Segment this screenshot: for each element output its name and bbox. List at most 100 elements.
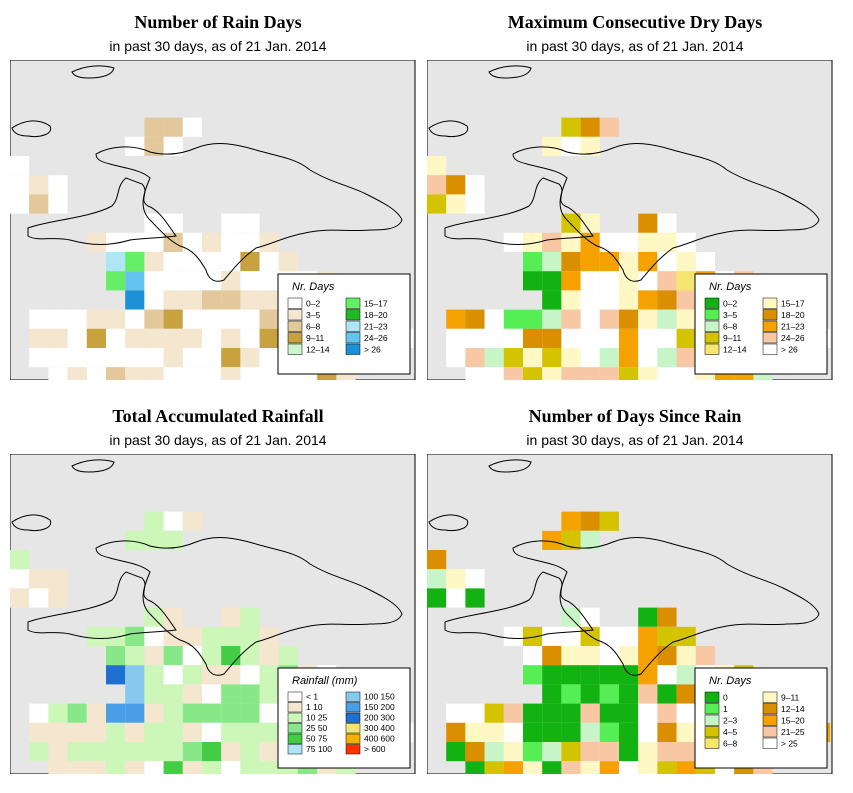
- grid-cell: [619, 722, 639, 742]
- legend-swatch: [345, 723, 361, 734]
- grid-cell: [86, 367, 106, 380]
- grid-cell: [523, 665, 543, 685]
- grid-cell: [580, 367, 600, 380]
- legend-title: Rainfall (mm): [292, 675, 358, 687]
- legend-swatch: [704, 332, 720, 344]
- grid-cell: [657, 626, 677, 646]
- grid-cell: [619, 271, 639, 291]
- grid-cell: [106, 761, 126, 774]
- grid-cell: [240, 367, 260, 380]
- grid-cell: [48, 309, 68, 329]
- legend-label: 200 300: [364, 713, 395, 723]
- grid-cell: [163, 367, 183, 380]
- grid-cell: [561, 722, 581, 742]
- grid-cell: [657, 703, 677, 723]
- grid-cell: [29, 722, 49, 742]
- grid-cell: [259, 684, 279, 704]
- legend-swatch: [762, 320, 778, 332]
- grid-cell: [125, 722, 145, 742]
- grid-cell: [240, 684, 260, 704]
- grid-cell: [202, 703, 222, 723]
- grid-cell: [29, 328, 49, 348]
- grid-cell: [676, 271, 696, 291]
- grid-cell: [484, 742, 504, 762]
- grid-cell: [619, 703, 639, 723]
- legend-label: 6–8: [723, 322, 737, 332]
- grid-cell: [125, 136, 145, 156]
- grid-cell: [638, 684, 658, 704]
- legend-label: 15–20: [781, 716, 805, 726]
- grid-cell: [657, 742, 677, 762]
- coastline: [11, 120, 52, 137]
- grid-cell: [676, 646, 696, 666]
- grid-cell: [259, 722, 279, 742]
- grid-cell: [221, 271, 241, 291]
- grid-cell: [106, 252, 126, 272]
- grid-cell: [240, 761, 260, 774]
- grid-cell: [561, 626, 581, 646]
- grid-cell: [638, 742, 658, 762]
- legend-label: 3–5: [723, 310, 737, 320]
- grid-cell: [144, 511, 164, 531]
- grid-cell: [619, 665, 639, 685]
- grid-cell: [446, 703, 466, 723]
- grid-cell: [599, 252, 619, 272]
- legend-label: 9–11: [306, 333, 325, 343]
- legend-title: Nr. Days: [709, 281, 752, 293]
- grid-cell: [202, 348, 222, 368]
- grid-cell: [484, 309, 504, 329]
- grid-cell: [202, 761, 222, 774]
- grid-cell: [599, 665, 619, 685]
- grid-cell: [503, 761, 523, 774]
- grid-cell: [182, 511, 202, 531]
- grid-cell: [657, 328, 677, 348]
- grid-cell: [619, 367, 639, 380]
- grid-cell: [163, 290, 183, 310]
- grid-cell: [10, 194, 30, 214]
- grid-cell: [427, 156, 447, 176]
- grid-cell: [484, 328, 504, 348]
- grid-cell: [48, 194, 68, 214]
- grid-cell: [125, 232, 145, 252]
- legend-swatch: [704, 703, 720, 715]
- grid-cell: [259, 309, 279, 329]
- grid-cell: [48, 328, 68, 348]
- grid-cell: [144, 367, 164, 380]
- grid-cell: [144, 252, 164, 272]
- grid-cell: [125, 626, 145, 646]
- grid-cell: [676, 742, 696, 762]
- grid-cell: [676, 348, 696, 368]
- grid-cell: [465, 569, 485, 589]
- grid-cell: [561, 328, 581, 348]
- grid-cell: [163, 117, 183, 137]
- panel-subtitle: in past 30 days, as of 21 Jan. 2014: [109, 432, 327, 448]
- grid-cell: [125, 703, 145, 723]
- grid-cell: [163, 703, 183, 723]
- grid-cell: [561, 684, 581, 704]
- grid-cell: [86, 328, 106, 348]
- grid-cell: [446, 328, 466, 348]
- grid-cell: [542, 348, 562, 368]
- grid-cell: [657, 684, 677, 704]
- legend-label: 18–20: [364, 310, 388, 320]
- grid-cell: [202, 684, 222, 704]
- grid-cell: [580, 290, 600, 310]
- grid-cell: [67, 328, 87, 348]
- grid-cell: [10, 588, 30, 608]
- grid-cell: [638, 213, 658, 233]
- grid-cell: [484, 367, 504, 380]
- grid-cell: [67, 703, 87, 723]
- max-dry-days-panel: Maximum Consecutive Dry Days in past 30 …: [427, 0, 843, 390]
- grid-cell: [427, 569, 447, 589]
- grid-cell: [676, 232, 696, 252]
- grid-cell: [446, 569, 466, 589]
- grid-cell: [163, 722, 183, 742]
- grid-cell: [619, 348, 639, 368]
- grid-cell: [163, 328, 183, 348]
- grid-cell: [580, 213, 600, 233]
- grid-cell: [465, 348, 485, 368]
- grid-cell: [542, 530, 562, 550]
- legend-swatch: [704, 691, 720, 703]
